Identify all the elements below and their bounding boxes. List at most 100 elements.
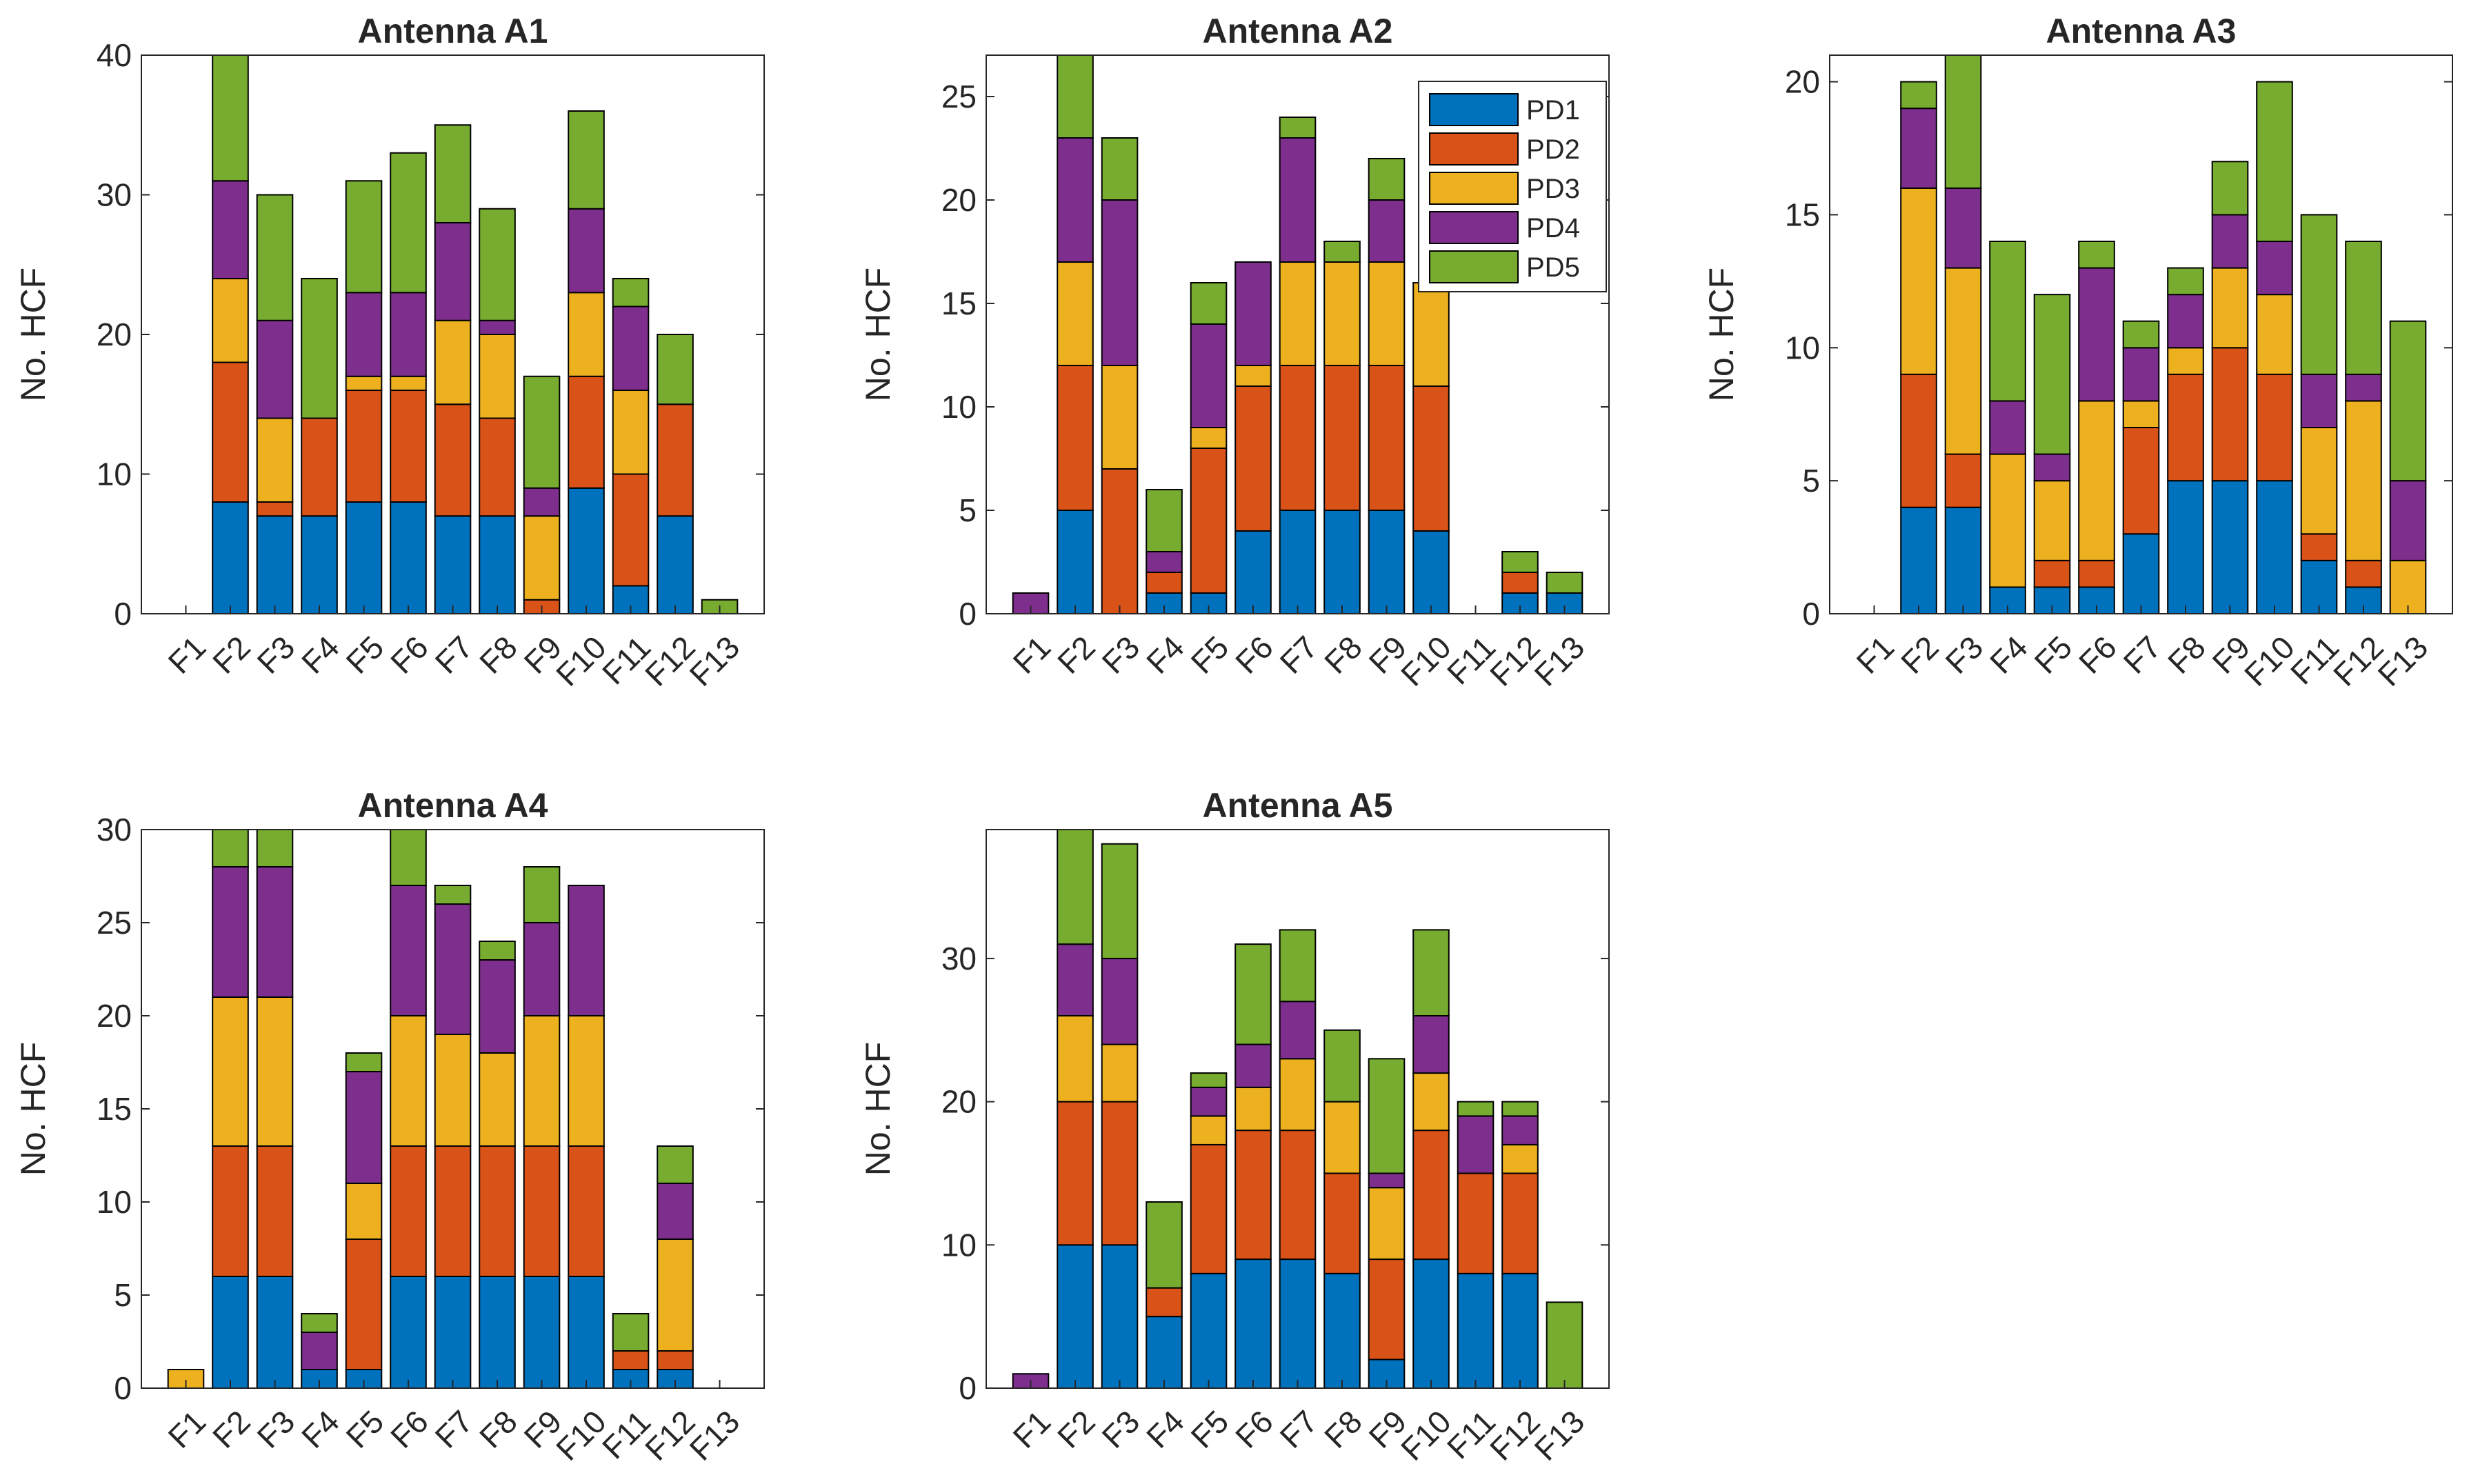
bar-segment-pd4-f3 <box>1101 957 1139 1045</box>
bar-segment-pd2-f8 <box>1323 365 1361 511</box>
y-tick-label: 0 <box>959 1370 977 1406</box>
x-tick-label: F6 <box>383 629 435 681</box>
bar-segment-pd1-f5 <box>1190 1272 1228 1390</box>
x-tick-label: F2 <box>1050 629 1102 681</box>
x-tick-label: F8 <box>472 629 524 681</box>
bar-segment-pd1-f2 <box>212 501 249 614</box>
x-tick-label: F6 <box>1228 1403 1280 1455</box>
bar-segment-pd4-f2 <box>212 866 249 998</box>
bar-segment-pd5-f2 <box>1900 81 1937 110</box>
y-tick-label: 30 <box>941 941 977 976</box>
bar-segment-pd2-f12 <box>657 403 694 517</box>
bar-segment-pd4-f13 <box>2389 480 2427 561</box>
bar-segment-pd3-f2 <box>212 996 249 1147</box>
bar-segment-pd1-f11 <box>1457 1272 1495 1390</box>
y-axis-label: No. HCF <box>1702 268 1741 401</box>
bar-segment-pd2-f6 <box>390 1145 427 1277</box>
bar-segment-pd4-f11 <box>2300 373 2338 428</box>
y-tick-label: 20 <box>97 317 132 352</box>
bar-segment-pd5-f11 <box>612 278 650 308</box>
x-tick-label: F1 <box>161 1403 213 1455</box>
bar-segment-pd5-f3 <box>1944 54 1982 189</box>
bar-segment-pd3-f8 <box>479 334 516 419</box>
x-tick-label: F8 <box>2161 629 2212 681</box>
bar-segment-pd2-f2 <box>1057 365 1094 511</box>
legend-swatch-pd2 <box>1429 132 1519 166</box>
bar-segment-pd2-f6 <box>390 390 427 503</box>
bar-segment-pd5-f8 <box>1323 1029 1361 1103</box>
bar-segment-pd3-f10 <box>1412 282 1450 387</box>
bar-segment-pd1-f12 <box>657 515 694 614</box>
bar-segment-pd2-f4 <box>1146 572 1183 594</box>
bar-segment-pd2-f5 <box>345 1239 383 1370</box>
bar-segment-pd3-f5 <box>2033 480 2071 561</box>
bar-segment-pd2-f9 <box>523 1145 561 1277</box>
bar-segment-pd3-f10 <box>2256 294 2293 375</box>
bar-segment-pd4-f3 <box>1101 199 1139 366</box>
bar-segment-pd5-f12 <box>657 334 694 405</box>
bar-segment-pd3-f3 <box>1101 365 1139 470</box>
bar-segment-pd3-f7 <box>1279 261 1317 366</box>
x-tick-label: F5 <box>1184 629 1236 681</box>
x-tick-label: F2 <box>206 1403 257 1455</box>
bar-segment-pd3-f5 <box>1190 427 1228 449</box>
y-tick-label: 0 <box>1802 596 1820 632</box>
bar-segment-pd1-f10 <box>1412 1259 1450 1389</box>
bar-segment-pd1-f7 <box>434 1276 472 1389</box>
y-tick-label: 10 <box>97 457 132 492</box>
bar-segment-pd5-f2 <box>212 54 249 182</box>
bar-segment-pd5-f5 <box>345 180 383 294</box>
bar-segment-pd2-f8 <box>479 1145 516 1277</box>
x-tick-label: F2 <box>1894 629 1946 681</box>
bar-segment-pd5-f11 <box>2300 214 2338 375</box>
x-tick-label: F3 <box>1095 1403 1147 1455</box>
bar-segment-pd2-f2 <box>1900 373 1937 508</box>
y-tick-label: 0 <box>959 596 977 632</box>
bar-segment-pd4-f7 <box>1279 137 1317 263</box>
bar-segment-pd5-f9 <box>523 375 561 489</box>
y-tick-label: 30 <box>97 812 132 848</box>
bar-segment-pd3-f10 <box>1412 1072 1450 1132</box>
bar-segment-pd4-f8 <box>2167 294 2204 349</box>
bar-segment-pd2-f9 <box>1368 1259 1406 1361</box>
bar-segment-pd5-f10 <box>2256 81 2293 242</box>
bar-segment-pd2-f7 <box>2122 427 2160 535</box>
y-axis-label: No. HCF <box>859 268 897 401</box>
legend-label-pd3: PD3 <box>1526 174 1580 204</box>
bar-segment-pd2-f7 <box>1279 1130 1317 1261</box>
chart-1: 010203040F1F2F3F4F5F6F7F8F9F10F11F12F13A… <box>14 12 765 693</box>
x-tick-label: F4 <box>294 629 346 681</box>
bar-segment-pd5-f9 <box>523 866 561 923</box>
bar-segment-pd4-f7 <box>1279 1001 1317 1060</box>
bar-segment-pd5-f13 <box>2389 320 2427 482</box>
bar-segment-pd3-f11 <box>2300 427 2338 535</box>
bar-segment-pd3-f5 <box>1190 1115 1228 1145</box>
bar-segment-pd5-f8 <box>1323 241 1361 263</box>
bar-segment-pd3-f2 <box>1057 261 1094 366</box>
bar-segment-pd2-f9 <box>1368 365 1406 511</box>
x-tick-label: F5 <box>1184 1403 1236 1455</box>
bar-segment-pd5-f6 <box>390 152 427 294</box>
bar-segment-pd1-f3 <box>1944 506 1982 615</box>
bar-segment-pd3-f5 <box>345 375 383 391</box>
bar-segment-pd4-f6 <box>1234 261 1272 366</box>
bar-segment-pd4-f8 <box>479 319 516 335</box>
y-tick-label: 40 <box>97 37 132 73</box>
chart-3: 05101520F1F2F3F4F5F6F7F8F9F10F11F12F13An… <box>1702 12 2453 693</box>
legend-swatch-pd3 <box>1429 172 1519 205</box>
bar-segment-pd2-f11 <box>612 1350 650 1370</box>
bar-segment-pd2-f10 <box>568 375 605 489</box>
bar-segment-pd5-f2 <box>1057 54 1094 139</box>
bar-segment-pd3-f6 <box>390 375 427 391</box>
bar-segment-pd4-f9 <box>523 922 561 1016</box>
bar-segment-pd5-f3 <box>256 194 294 321</box>
bar-segment-pd4-f10 <box>568 208 605 294</box>
bar-segment-pd2-f11 <box>612 473 650 587</box>
bar-segment-pd4-f2 <box>212 180 249 279</box>
bar-segment-pd4-f5 <box>345 1071 383 1184</box>
bar-segment-pd3-f2 <box>1057 1015 1094 1103</box>
y-tick-label: 0 <box>114 1370 132 1406</box>
legend-label-pd2: PD2 <box>1526 134 1580 165</box>
bar-segment-pd1-f4 <box>1146 1316 1183 1389</box>
